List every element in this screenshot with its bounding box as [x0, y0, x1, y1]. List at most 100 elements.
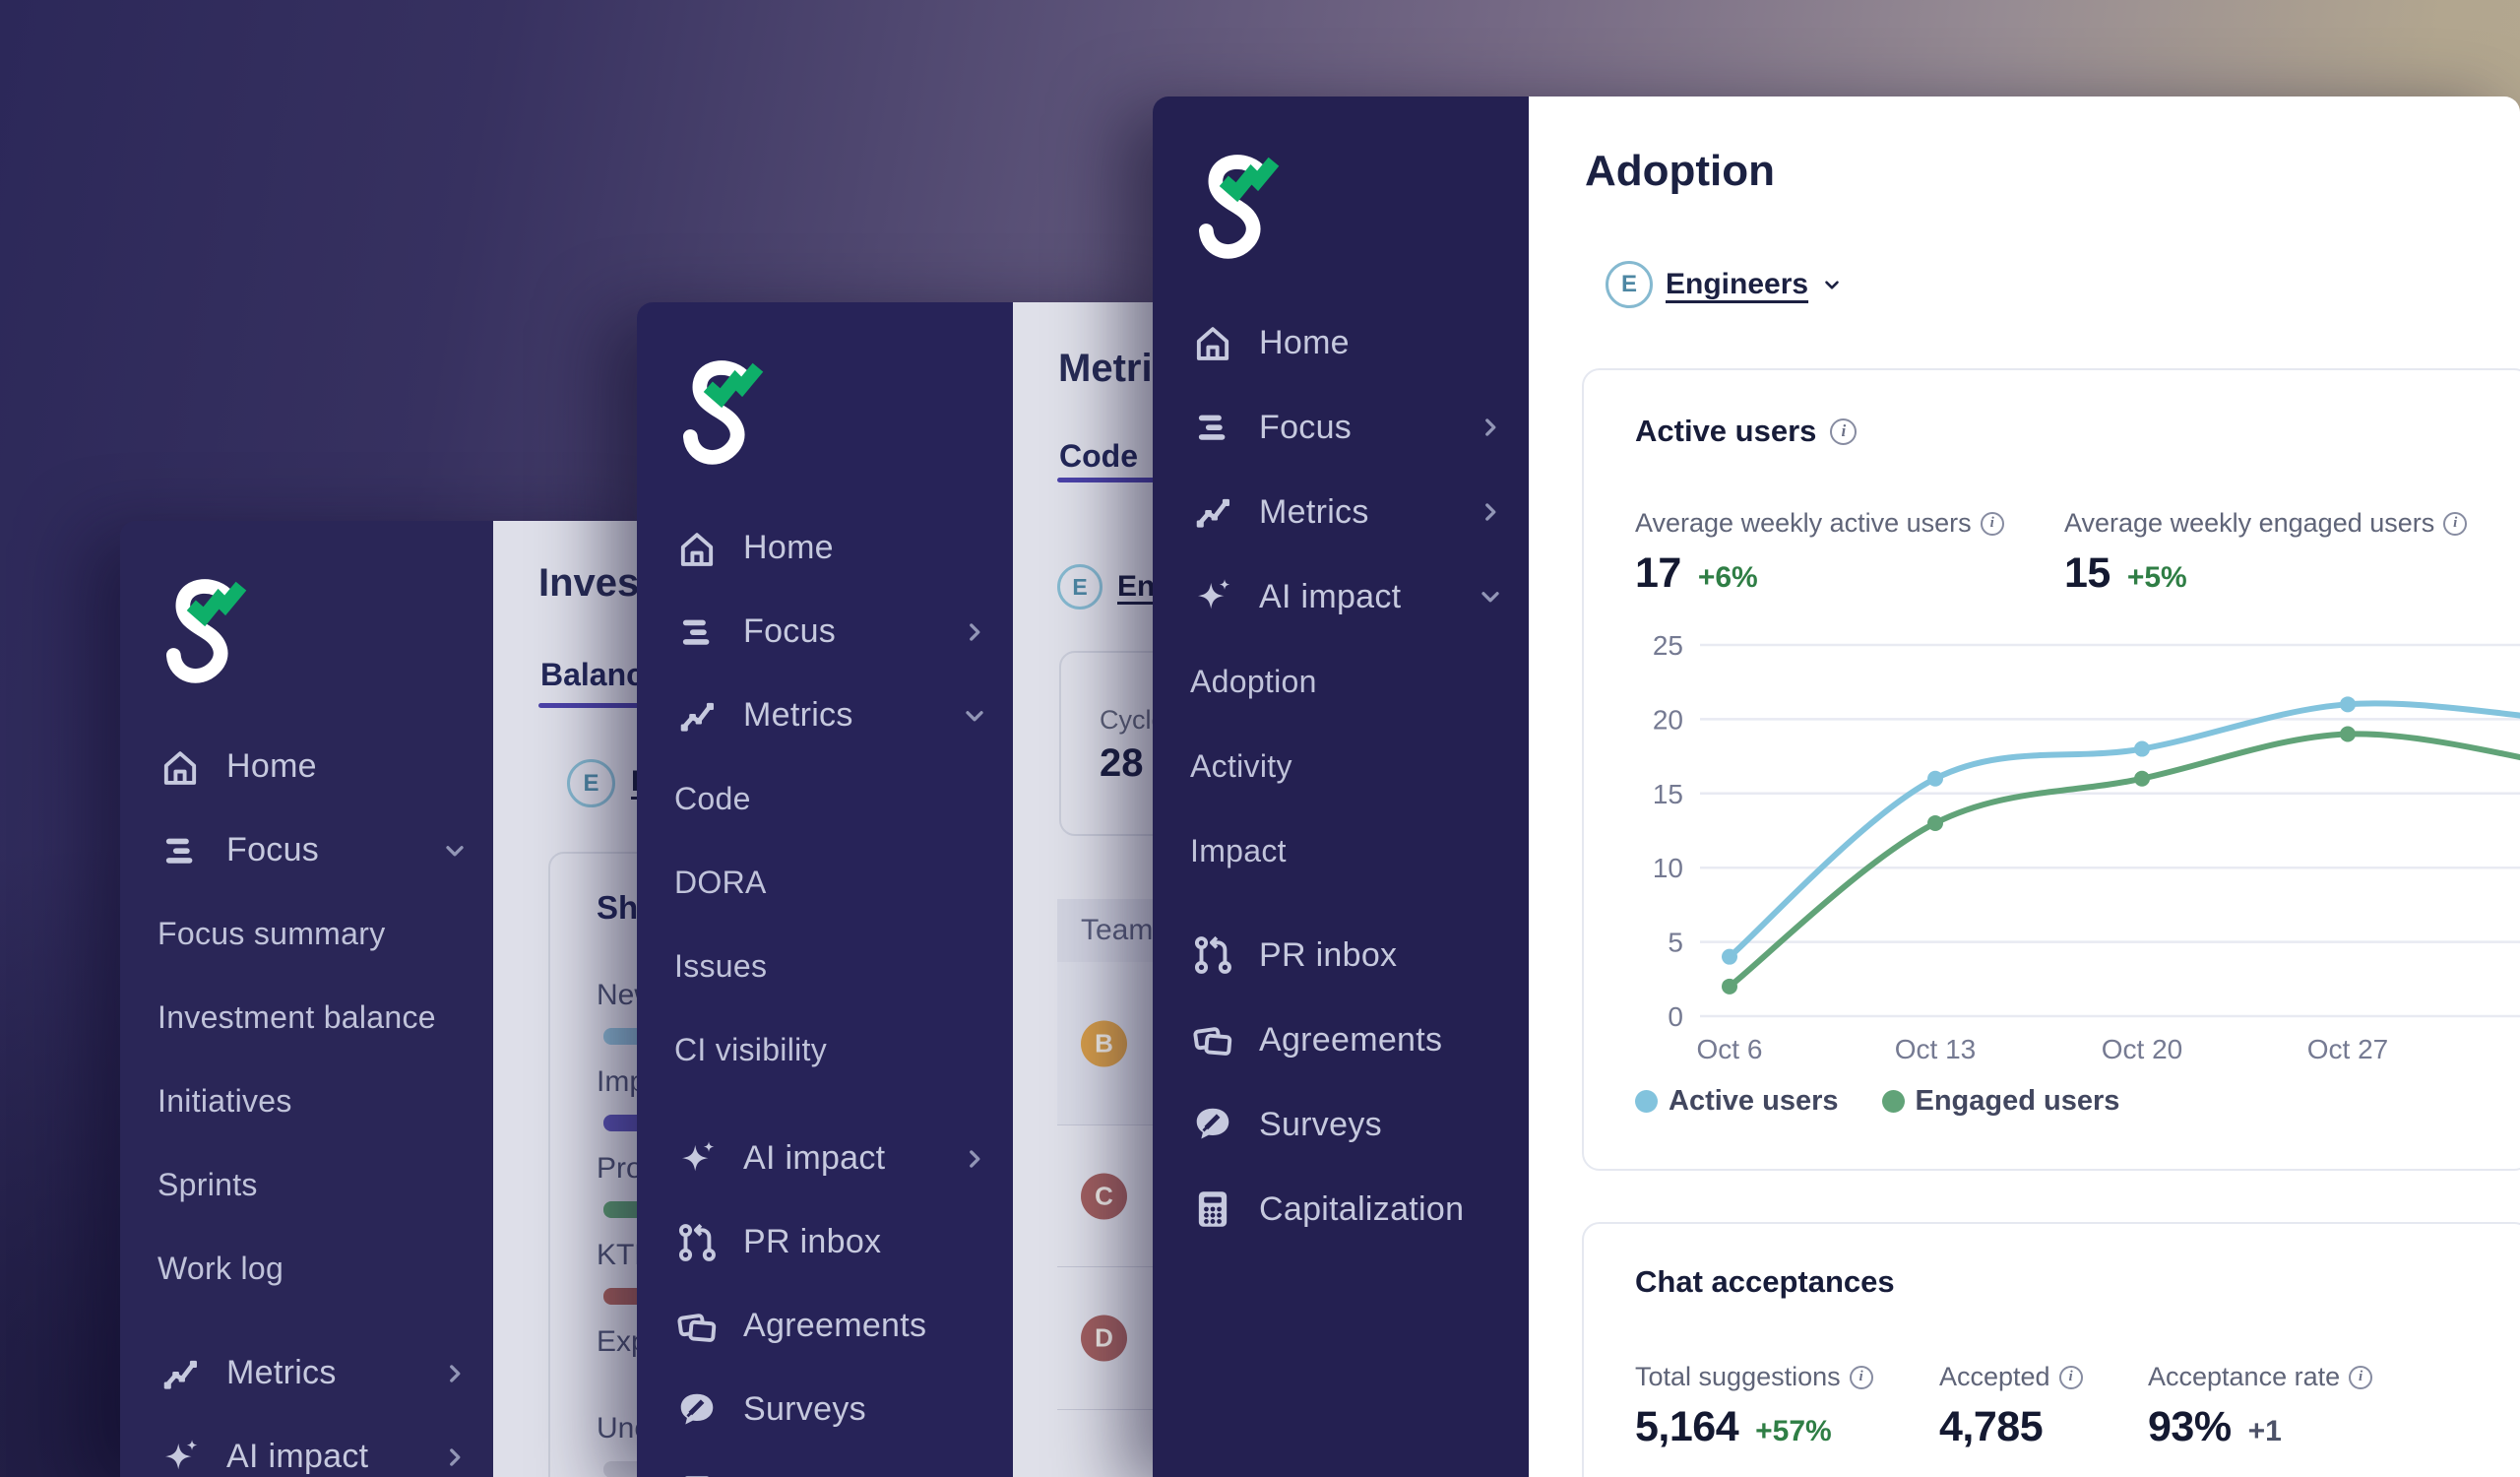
- info-icon[interactable]: i: [2058, 1365, 2083, 1389]
- info-icon[interactable]: i: [1830, 417, 1858, 445]
- focus-icon: [1190, 405, 1235, 450]
- agreements-icon: [674, 1304, 720, 1349]
- team-avatar[interactable]: E: [567, 759, 615, 807]
- sidebar-item-home[interactable]: Home: [120, 725, 493, 808]
- sidebar-item-ai-impact[interactable]: AI impact: [120, 1415, 493, 1477]
- sidebar-nav: Home Focus Metrics Code DORA Issues CI visibil…: [637, 506, 1013, 1477]
- stat-value-row: 4,785: [1939, 1403, 2083, 1451]
- calculator-icon: [1190, 1187, 1235, 1232]
- sidebar-item-work-log[interactable]: Work log: [120, 1227, 493, 1311]
- stat-delta: +1: [2247, 1415, 2282, 1447]
- svg-text:20: 20: [1653, 704, 1683, 735]
- stat-value-row: 5,164 +57%: [1635, 1403, 1873, 1451]
- sidebar-item-label: Focus: [226, 831, 320, 868]
- stat-label: Acceptance rate i: [2148, 1362, 2373, 1392]
- table-row[interactable]: C: [1057, 1125, 1188, 1267]
- legend-item-active-users[interactable]: Active users: [1635, 1085, 1839, 1118]
- stat-label: Total suggestions i: [1635, 1362, 1873, 1392]
- stat-value-row: 93% +1: [2148, 1403, 2372, 1451]
- tab-code[interactable]: Code: [1059, 438, 1138, 474]
- sidebar-item-focus-summary[interactable]: Focus summary: [120, 892, 493, 976]
- swarmia-logo-icon: [674, 355, 771, 478]
- sidebar-item-label: DORA: [674, 865, 767, 900]
- sidebar-item-label: Activity: [1190, 747, 1292, 784]
- sidebar-item-surveys[interactable]: Surveys: [637, 1368, 1013, 1451]
- tab-balance[interactable]: Balanc: [540, 657, 644, 692]
- sidebar-item-pr-inbox[interactable]: PR inbox: [1153, 913, 1529, 997]
- sidebar-item-agreements[interactable]: Agreements: [637, 1284, 1013, 1368]
- sidebar-item-agreements[interactable]: Agreements: [1153, 997, 1529, 1082]
- card-title-label: Chat acceptances: [1635, 1264, 1895, 1299]
- stat-accepted: Accepted i 4,785: [1939, 1362, 2083, 1451]
- home-icon: [674, 526, 720, 571]
- info-icon[interactable]: i: [2443, 511, 2468, 536]
- ai-sparkle-icon: [674, 1136, 720, 1182]
- sidebar-item-ai-impact[interactable]: AI impact: [1153, 554, 1529, 639]
- sidebar-item-home[interactable]: Home: [1153, 300, 1529, 385]
- sidebar-item-initiatives[interactable]: Initiatives: [120, 1060, 493, 1143]
- svg-text:Oct 6: Oct 6: [1697, 1034, 1763, 1064]
- info-icon[interactable]: i: [2349, 1365, 2373, 1389]
- chevron-right-icon: [1478, 415, 1503, 440]
- sidebar-item-metrics[interactable]: Metrics: [1153, 470, 1529, 554]
- window-investment-balance: Home Focus Focus summary Investment balance…: [120, 521, 671, 1477]
- svg-text:10: 10: [1653, 853, 1683, 883]
- info-icon[interactable]: i: [1980, 511, 2004, 536]
- sidebar-item-focus[interactable]: Focus: [637, 590, 1013, 674]
- sidebar-item-sprints[interactable]: Sprints: [120, 1143, 493, 1227]
- stat-value: 28: [1100, 741, 1144, 785]
- page-title: Adoption: [1585, 147, 1776, 195]
- sidebar-item-dora[interactable]: DORA: [637, 841, 1013, 925]
- team-avatar: E: [1606, 261, 1653, 308]
- info-icon[interactable]: i: [1849, 1365, 1873, 1389]
- sidebar-nav: Home Focus Metrics AI impact Adoption Activit…: [1153, 300, 1529, 1252]
- active-tab-underline: [1057, 478, 1185, 482]
- sidebar-item-ai-impact[interactable]: AI impact: [637, 1117, 1013, 1200]
- sidebar-item-focus[interactable]: Focus: [120, 808, 493, 892]
- stat-average-weekly-active-users: Average weekly active users i 17 +6%: [1635, 508, 2004, 598]
- legend-item-engaged-users[interactable]: Engaged users: [1881, 1085, 2119, 1118]
- sidebar-item-focus[interactable]: Focus: [1153, 385, 1529, 470]
- sidebar-item-activity[interactable]: Activity: [1153, 724, 1529, 808]
- chevron-down-icon: [1478, 584, 1503, 610]
- team-selector[interactable]: E Engineers: [1606, 261, 1843, 308]
- stat-total-suggestions: Total suggestions i 5,164 +57%: [1635, 1362, 1873, 1451]
- sidebar-item-capitalization[interactable]: Capitalization: [637, 1451, 1013, 1477]
- metrics-icon: [674, 693, 720, 738]
- team-avatar[interactable]: E: [1057, 564, 1102, 610]
- card-title-label: Active users: [1635, 414, 1817, 448]
- sidebar-item-label: Home: [226, 747, 317, 785]
- sidebar-item-label: Focus: [743, 612, 837, 650]
- sidebar-item-surveys[interactable]: Surveys: [1153, 1082, 1529, 1167]
- sidebar-item-impact[interactable]: Impact: [1153, 808, 1529, 893]
- stat-label: Accepted i: [1939, 1362, 2083, 1392]
- sidebar-item-ci-visibility[interactable]: CI visibility: [637, 1008, 1013, 1092]
- stat-label: Average weekly active users i: [1635, 508, 2004, 539]
- sidebar-item-label: Agreements: [1259, 1020, 1443, 1059]
- sidebar-item-metrics[interactable]: Metrics: [120, 1331, 493, 1415]
- chevron-right-icon: [962, 619, 987, 645]
- sidebar-item-code[interactable]: Code: [637, 757, 1013, 841]
- sidebar-item-pr-inbox[interactable]: PR inbox: [637, 1200, 1013, 1284]
- table-row[interactable]: D: [1057, 1267, 1188, 1410]
- sidebar-item-investment-balance[interactable]: Investment balance: [120, 976, 493, 1060]
- swarmia-logo-icon: [1190, 150, 1287, 272]
- team-link[interactable]: En: [1117, 570, 1156, 603]
- stat-label-text: Accepted: [1939, 1362, 2050, 1391]
- sidebar-item-label: Home: [743, 529, 834, 566]
- sidebar-item-metrics[interactable]: Metrics: [637, 674, 1013, 757]
- sidebar-item-home[interactable]: Home: [637, 506, 1013, 590]
- active-users-chart: 0 5 10 15 20 25 Oct 6 Oct 13 Oct 20 Oct 27 Nov 3: [1653, 630, 2520, 1064]
- stat-average-weekly-engaged-users: Average weekly engaged users i 15 +5%: [2064, 508, 2468, 598]
- chevron-down-icon: [1821, 274, 1843, 295]
- sidebar-middle: Home Focus Metrics Code DORA Issues CI visibil…: [637, 302, 1013, 1477]
- svg-text:5: 5: [1668, 928, 1683, 958]
- stat-value: 5,164: [1635, 1403, 1739, 1450]
- sidebar-item-issues[interactable]: Issues: [637, 925, 1013, 1008]
- stat-label: Average weekly engaged users i: [2064, 508, 2468, 539]
- team-selector-label: Engineers: [1666, 268, 1809, 300]
- sidebar-item-capitalization[interactable]: Capitalization: [1153, 1167, 1529, 1252]
- sidebar-item-adoption[interactable]: Adoption: [1153, 639, 1529, 724]
- chevron-right-icon: [1478, 499, 1503, 525]
- sidebar-item-label: AI impact: [743, 1139, 886, 1177]
